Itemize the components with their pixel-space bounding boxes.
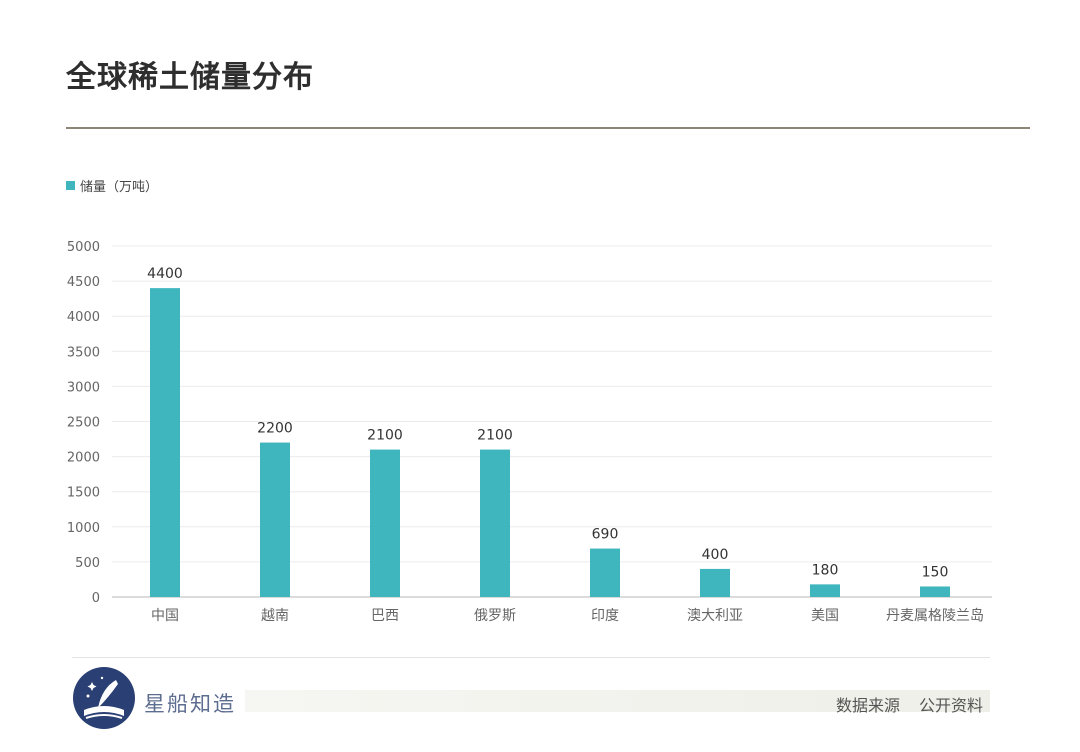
y-tick-label: 3000 bbox=[67, 380, 100, 395]
data-label: 180 bbox=[812, 562, 839, 578]
bar bbox=[260, 442, 290, 597]
source-label: 数据来源 bbox=[836, 696, 901, 715]
x-tick-label: 越南 bbox=[261, 608, 289, 624]
y-tick-label: 500 bbox=[75, 556, 100, 571]
bar-chart: 0 500 1000 1500 2000 2500 3000 3500 4000 4500 5000… bbox=[67, 240, 992, 624]
data-label: 2100 bbox=[367, 428, 403, 444]
data-label: 4400 bbox=[147, 266, 183, 282]
title-divider bbox=[66, 127, 1030, 129]
data-label: 690 bbox=[592, 527, 619, 543]
y-tick-label: 4500 bbox=[67, 275, 100, 290]
brand-name: 星船知造 bbox=[144, 692, 236, 716]
x-tick-label: 巴西 bbox=[371, 608, 399, 624]
y-tick-label: 2000 bbox=[67, 451, 100, 466]
data-label: 2200 bbox=[257, 421, 293, 437]
data-label: 150 bbox=[922, 564, 949, 580]
x-tick-label: 俄罗斯 bbox=[474, 608, 516, 624]
bar bbox=[480, 449, 510, 597]
bar bbox=[150, 288, 180, 597]
y-tick-label: 1000 bbox=[67, 521, 100, 536]
chart-title: 全球稀土储量分布 bbox=[66, 60, 314, 95]
y-tick-label: 3500 bbox=[67, 345, 100, 360]
x-tick-label: 丹麦属格陵兰岛 bbox=[886, 608, 984, 624]
chart-legend: 储量（万吨） bbox=[66, 176, 158, 195]
bar bbox=[810, 584, 840, 597]
footer-divider bbox=[72, 657, 990, 658]
y-tick-label: 0 bbox=[92, 591, 100, 606]
y-tick-label: 4000 bbox=[67, 310, 100, 325]
bar bbox=[590, 548, 620, 597]
legend-swatch bbox=[66, 181, 75, 190]
starship-quill-logo-icon bbox=[73, 667, 135, 729]
x-tick-label: 印度 bbox=[591, 608, 619, 624]
data-label: 2100 bbox=[477, 428, 513, 444]
data-label: 400 bbox=[702, 547, 729, 563]
x-tick-label: 美国 bbox=[811, 608, 839, 624]
source-value: 公开资料 bbox=[919, 696, 984, 715]
bar bbox=[700, 568, 730, 597]
x-tick-label: 澳大利亚 bbox=[687, 608, 743, 624]
y-tick-label: 2500 bbox=[67, 416, 100, 431]
bar bbox=[920, 586, 950, 597]
footer-band bbox=[245, 690, 990, 712]
x-tick-label: 中国 bbox=[151, 608, 179, 624]
y-tick-label: 1500 bbox=[67, 486, 100, 501]
legend-label: 储量（万吨） bbox=[80, 180, 159, 195]
y-tick-label: 5000 bbox=[67, 240, 100, 255]
bar bbox=[370, 449, 400, 597]
